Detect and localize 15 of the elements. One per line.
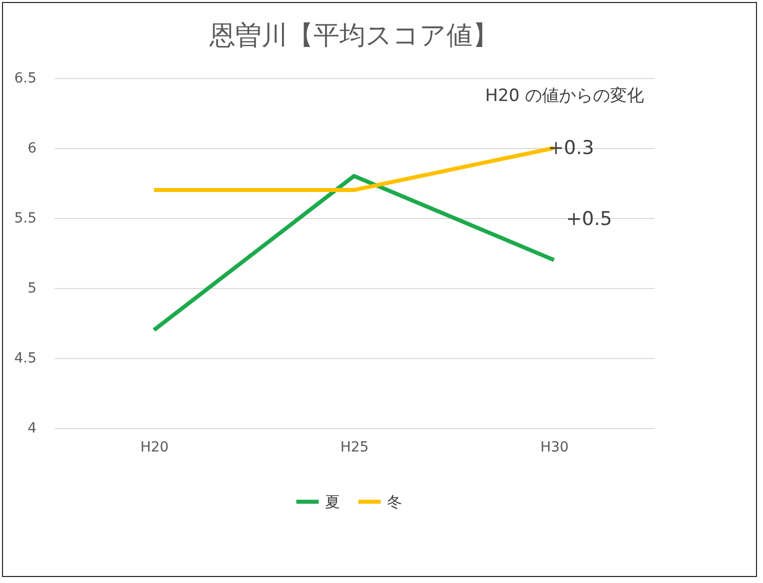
x-tick-label: H25: [340, 440, 369, 456]
x-tick-label: H30: [540, 440, 569, 456]
annotation: +0.5: [566, 208, 612, 230]
x-tick-label: H20: [140, 440, 169, 456]
y-tick-label: 6.5: [14, 70, 36, 86]
legend-label: 夏: [325, 492, 340, 511]
y-tick-label: 5.5: [14, 210, 36, 226]
legend-label: 冬: [387, 492, 402, 511]
chart-title: 恩曽川【平均スコア値】: [208, 21, 498, 51]
y-tick-label: 4.5: [14, 350, 36, 366]
y-tick-label: 5: [28, 280, 36, 296]
annotation: H20 の値からの変化: [485, 86, 644, 106]
y-tick-label: 6: [28, 140, 37, 156]
y-tick-label: 4: [28, 420, 37, 436]
annotation: +0.3: [548, 137, 594, 159]
